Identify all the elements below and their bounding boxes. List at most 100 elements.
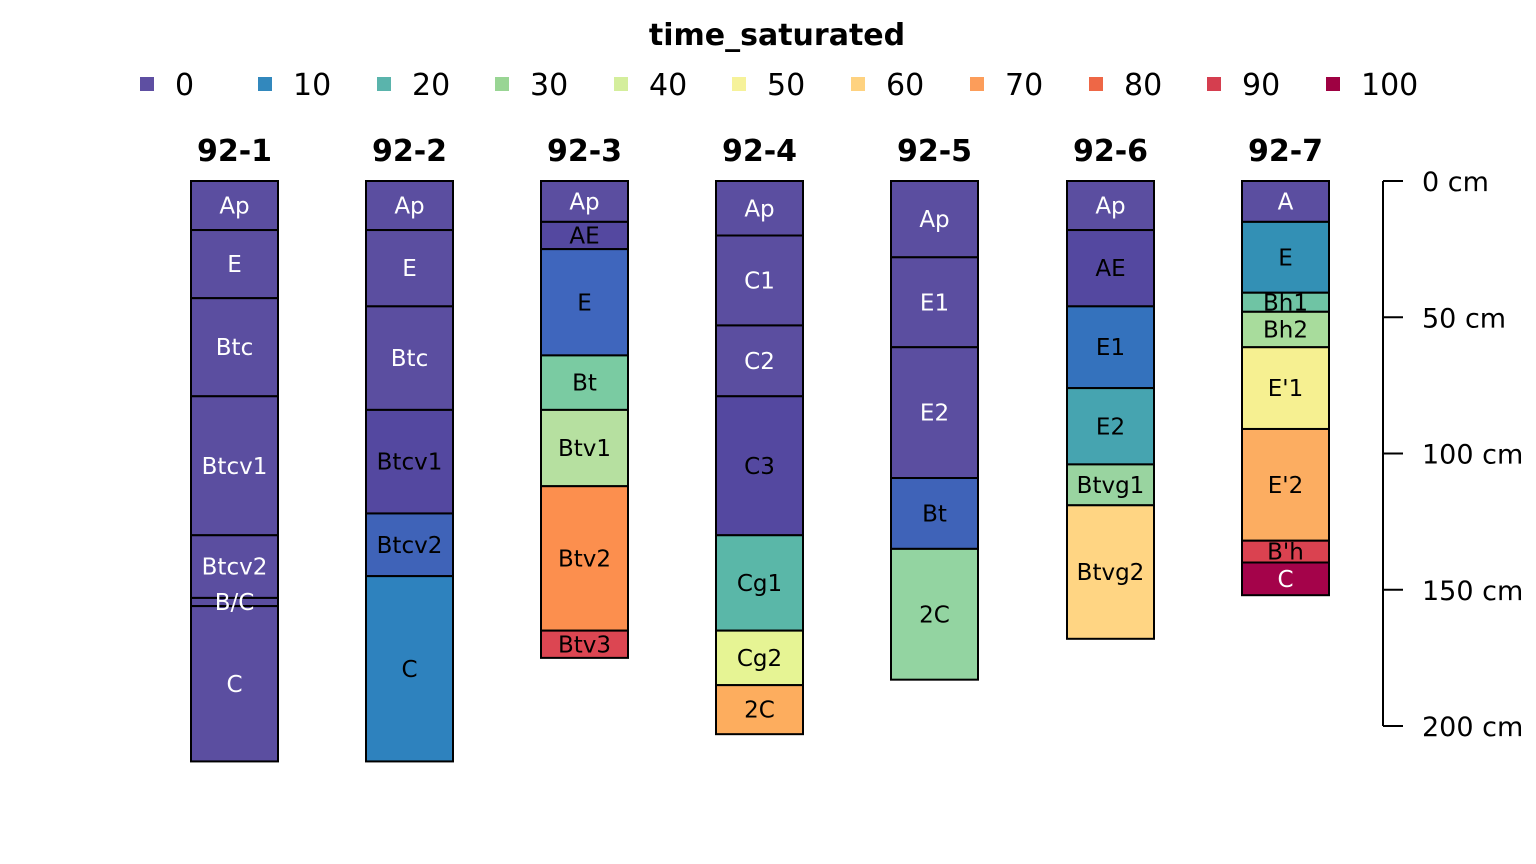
horizon-label: Btcv1 [377,450,443,476]
depth-tick-label: 150 cm [1422,576,1523,607]
profile-92-6: 92-6 Ap AE E1 E2 Btvg1 Btvg2 [1066,134,1155,640]
horizon-92-1-Btcv1 [190,395,279,537]
legend-swatch [851,77,865,91]
horizon-label: C3 [744,454,775,480]
horizon-label: AE [569,224,599,250]
legend-label: 90 [1242,68,1280,103]
horizon-label: Btcv2 [202,555,268,581]
horizon-92-6-Ap [1066,180,1155,232]
legend-swatch [140,77,154,91]
profile-92-1: 92-1 Ap E Btc Btcv1 Btcv2 B/C C [190,134,279,763]
horizon-label: E'1 [1268,376,1304,402]
horizon-92-7-E [1241,220,1330,294]
legend-label: 80 [1124,68,1162,103]
horizon-92-4-C1 [715,234,804,327]
horizon-label: E [1278,245,1293,271]
legend: 0 10 20 30 40 50 60 70 80 90 100 [140,68,1418,103]
horizon-92-5-E2 [890,346,979,480]
horizon-92-3-E [540,248,629,357]
horizon-label: Ap [1095,194,1125,220]
horizon-label: Bt [922,501,947,527]
legend-title: time_saturated [649,18,905,53]
horizon-92-3-Btv2 [540,485,629,632]
legend-swatch [1089,77,1103,91]
horizon-label: C2 [744,349,775,375]
horizon-92-2-C [365,575,454,763]
profile-92-5: 92-5 Ap E1 E2 Bt 2C [890,134,979,681]
horizon-label: Btcv2 [377,533,443,559]
horizon-label: Btcv1 [202,454,268,480]
profile-label: 92-2 [372,134,447,169]
legend-swatch [970,77,984,91]
legend-swatch [1326,77,1340,91]
horizon-label: Btc [216,335,253,361]
horizon-label: Btv1 [558,436,611,462]
horizon-92-3-Btv1 [540,408,629,488]
horizon-label: C [226,672,242,698]
profile-label: 92-6 [1073,134,1148,169]
horizon-92-1-Btc [190,297,279,398]
horizon-92-4-C2 [715,324,804,398]
horizon-label: Btvg1 [1077,473,1145,499]
horizon-92-5-E1 [890,256,979,349]
horizon-label: AE [1095,256,1125,282]
horizon-label: Cg1 [737,571,782,597]
horizon-label: 2C [744,698,775,724]
legend-label: 40 [649,68,687,103]
horizon-label: Ap [569,189,599,215]
horizon-label: Bt [572,371,597,397]
profile-92-4: 92-4 Ap C1 C2 C3 Cg1 Cg2 2C [715,134,804,736]
legend-label: 20 [412,68,450,103]
legend-label: 70 [1005,68,1043,103]
horizon-92-1-E [190,229,279,300]
legend-swatch [1207,77,1221,91]
horizon-92-6-Btvg2 [1066,504,1155,640]
horizon-label: Btvg2 [1077,560,1145,586]
profile-label: 92-1 [197,134,272,169]
horizon-92-2-Btc [365,305,454,411]
horizon-label: E2 [1096,414,1125,440]
profile-92-3: 92-3 Ap AE E Bt Btv1 Btv2 Btv3 [540,134,629,659]
horizon-label: A [1278,189,1294,215]
legend-label: 50 [767,68,805,103]
legend-swatch [377,77,391,91]
horizon-label: Btv3 [558,632,611,658]
profile-label: 92-5 [897,134,972,169]
horizon-label: Ap [744,196,774,222]
horizon-92-1-Ap [190,180,279,232]
profile-92-2: 92-2 Ap E Btc Btcv1 Btcv2 C [365,134,454,763]
horizon-label: Cg2 [737,646,782,672]
horizon-label: Btv2 [558,546,611,572]
depth-axis: 0 cm 50 cm 100 cm 150 cm 200 cm [1382,167,1523,743]
horizon-label: Ap [394,194,424,220]
horizon-92-3-Btv3 [540,629,629,659]
horizon-label: E1 [920,290,949,316]
horizon-92-2-Ap [365,180,454,232]
horizon-92-3-Ap [540,180,629,223]
depth-tick-label: 100 cm [1422,440,1523,471]
profile-label: 92-4 [722,134,797,169]
legend-swatch [258,77,272,91]
horizon-label: C [1277,567,1293,593]
legend-swatch [732,77,746,91]
legend-label: 60 [886,68,924,103]
horizon-92-5-2C [890,547,979,681]
legend-label: 10 [293,68,331,103]
horizon-label: B'h [1267,540,1304,566]
horizon-92-4-Ap [715,180,804,237]
horizon-label: Btc [391,346,428,372]
horizon-92-4-2C [715,684,804,736]
horizon-label: 2C [919,602,950,628]
horizon-label: Ap [919,207,949,233]
horizon-label: E'2 [1268,473,1304,499]
horizon-92-3-Bt [540,354,629,411]
horizon-label: E [577,290,592,316]
depth-tick-label: 200 cm [1422,712,1523,743]
horizon-92-2-Btcv2 [365,512,454,578]
legend-label: 30 [530,68,568,103]
horizon-label: Ap [219,194,249,220]
horizon-label: C1 [744,268,775,294]
horizon-92-4-Cg1 [715,534,804,632]
